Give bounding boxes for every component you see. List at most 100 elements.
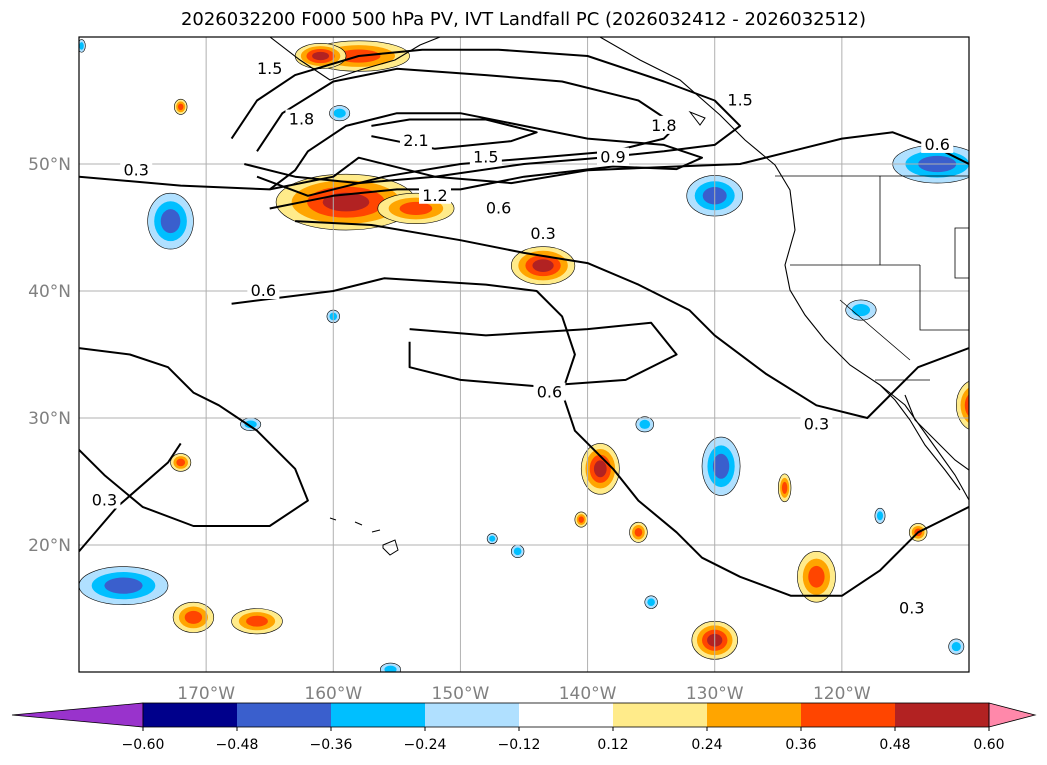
pv-anomaly-blob [244,420,257,429]
latitude-label: 30°N [28,409,71,429]
contour-label-bg [597,147,629,166]
contour-label: 1.5 [473,148,498,167]
contour-label: 0.6 [924,135,949,154]
contour-label: 1.8 [289,110,314,129]
latitude-label: 40°N [28,282,71,302]
contour-label: 0.6 [251,281,276,300]
map-title: 2026032200 F000 500 hPa PV, IVT Landfall… [180,9,867,30]
colorbar-bin [237,703,331,727]
colorbar-tick-label: −0.48 [216,737,259,753]
colorbar-tick-label: 0.48 [879,737,910,753]
longitude-label: 150°W [432,684,490,704]
longitude-label: 170°W [177,684,235,704]
pv-anomaly-blob [712,453,730,479]
contour-label: 0.3 [123,160,148,179]
contour-label-bg [247,281,280,299]
north-america-coastline [599,37,969,501]
contour-label: 0.6 [486,198,511,217]
contour-label-bg [399,131,432,150]
longitude-label: 160°W [304,684,362,704]
contour-label: 2.1 [403,131,428,150]
contour-label: 1.5 [727,91,752,110]
colorbar-tick-label: 0.24 [691,737,722,753]
pv-anomaly-blob [384,665,397,672]
map-area: 0.3 0.3 0.3 0.3 0.3 0.6 0.6 0.6 0.6 0.9 1.2 1.5 1.8 1… [79,37,969,672]
baja-coastline [879,384,969,491]
pv-anomaly-blob [634,527,643,537]
pv-anomaly-blob [964,394,969,417]
pv-anomaly-blob [593,460,607,478]
longitude-label: 120°W [813,684,871,704]
longitude-label: 140°W [559,684,617,704]
haida-gwaii-island [688,110,706,126]
pv-anomaly-blob [808,565,825,588]
ivt-contours [79,48,969,597]
contour-label: 0.3 [530,224,555,243]
contour-label-bg [88,490,121,509]
colorbar-bin [519,703,613,727]
contour-label: 0.3 [92,491,117,510]
latitude-label: 20°N [28,536,71,556]
ivt-contour-line [371,118,538,150]
colorbar-tick-label: −0.24 [404,737,447,753]
pv-anomaly-blob [647,598,655,606]
contour-label-bg [921,134,954,153]
pv-anomaly-blob [578,516,584,523]
colorbar-tick-label: 0.60 [973,737,1004,753]
contour-label: 1.8 [651,116,676,135]
colorbar-tick-label: −0.36 [310,737,353,753]
contour-label: 0.3 [899,599,924,618]
ivt-contour-line [79,442,182,553]
latitude-label: 50°N [28,155,71,175]
colorbar-tick-label: 0.12 [597,737,628,753]
contour-label-bg [469,147,502,166]
colorbar-bin [895,703,989,727]
colorbar-tick-label: −0.60 [122,737,165,753]
pv-anomaly-blob [322,192,370,212]
colorbar-bin [425,703,519,727]
pv-anomaly-blob [333,108,346,118]
alaska-coastline [269,37,441,81]
pv-anomaly-blob [246,615,268,627]
pv-anomaly-blob [489,535,496,542]
ivt-contour-line [295,220,969,419]
contour-label-bg [482,198,515,217]
contour-label-bg [533,382,566,401]
contour-label-bg [647,115,680,134]
contour-label-bg [724,90,757,109]
pv-shading-layer [79,39,969,672]
pv-anomaly-blob [312,51,330,61]
pv-anomaly-blob [79,42,84,50]
contour-label-bg [285,109,318,128]
pv-anomaly-blob [781,481,788,494]
colorbar-under-arrow [11,702,144,728]
pv-anomaly-blob [399,201,433,215]
ivt-contour-line [79,347,309,527]
coastline-layer [269,37,969,556]
colorbar-bin [331,703,425,727]
contour-label: 0.3 [804,414,829,433]
contour-label: 1.5 [257,59,282,78]
colorbar: −0.60 −0.48 −0.36 −0.24 −0.12 0.12 0.24 0.36 0.4… [11,702,1037,753]
pv-anomaly-blob [639,419,651,429]
pv-anomaly-blob [184,610,203,624]
latitude-labels: 50°N 40°N 30°N 20°N [28,155,71,556]
colorbar-over-arrow [988,702,1037,728]
contour-label-bg [800,414,833,433]
pv-anomaly-blob [851,303,871,317]
pv-anomaly-blob [176,458,186,467]
state-borders [775,175,969,381]
colorbar-tick-label: 0.36 [785,737,816,753]
contour-label-bg [527,223,560,242]
colorbar-frame [142,702,990,728]
pv-anomaly-blob [513,547,522,556]
colorbar-bin [801,703,895,727]
colorbar-bin [613,703,707,727]
ivt-contour-line [231,277,969,597]
pv-anomaly-blob [104,577,143,594]
map-frame [78,36,970,673]
contour-label-bg [253,58,286,77]
contour-label: 0.9 [600,148,625,167]
longitude-label: 130°W [686,684,744,704]
